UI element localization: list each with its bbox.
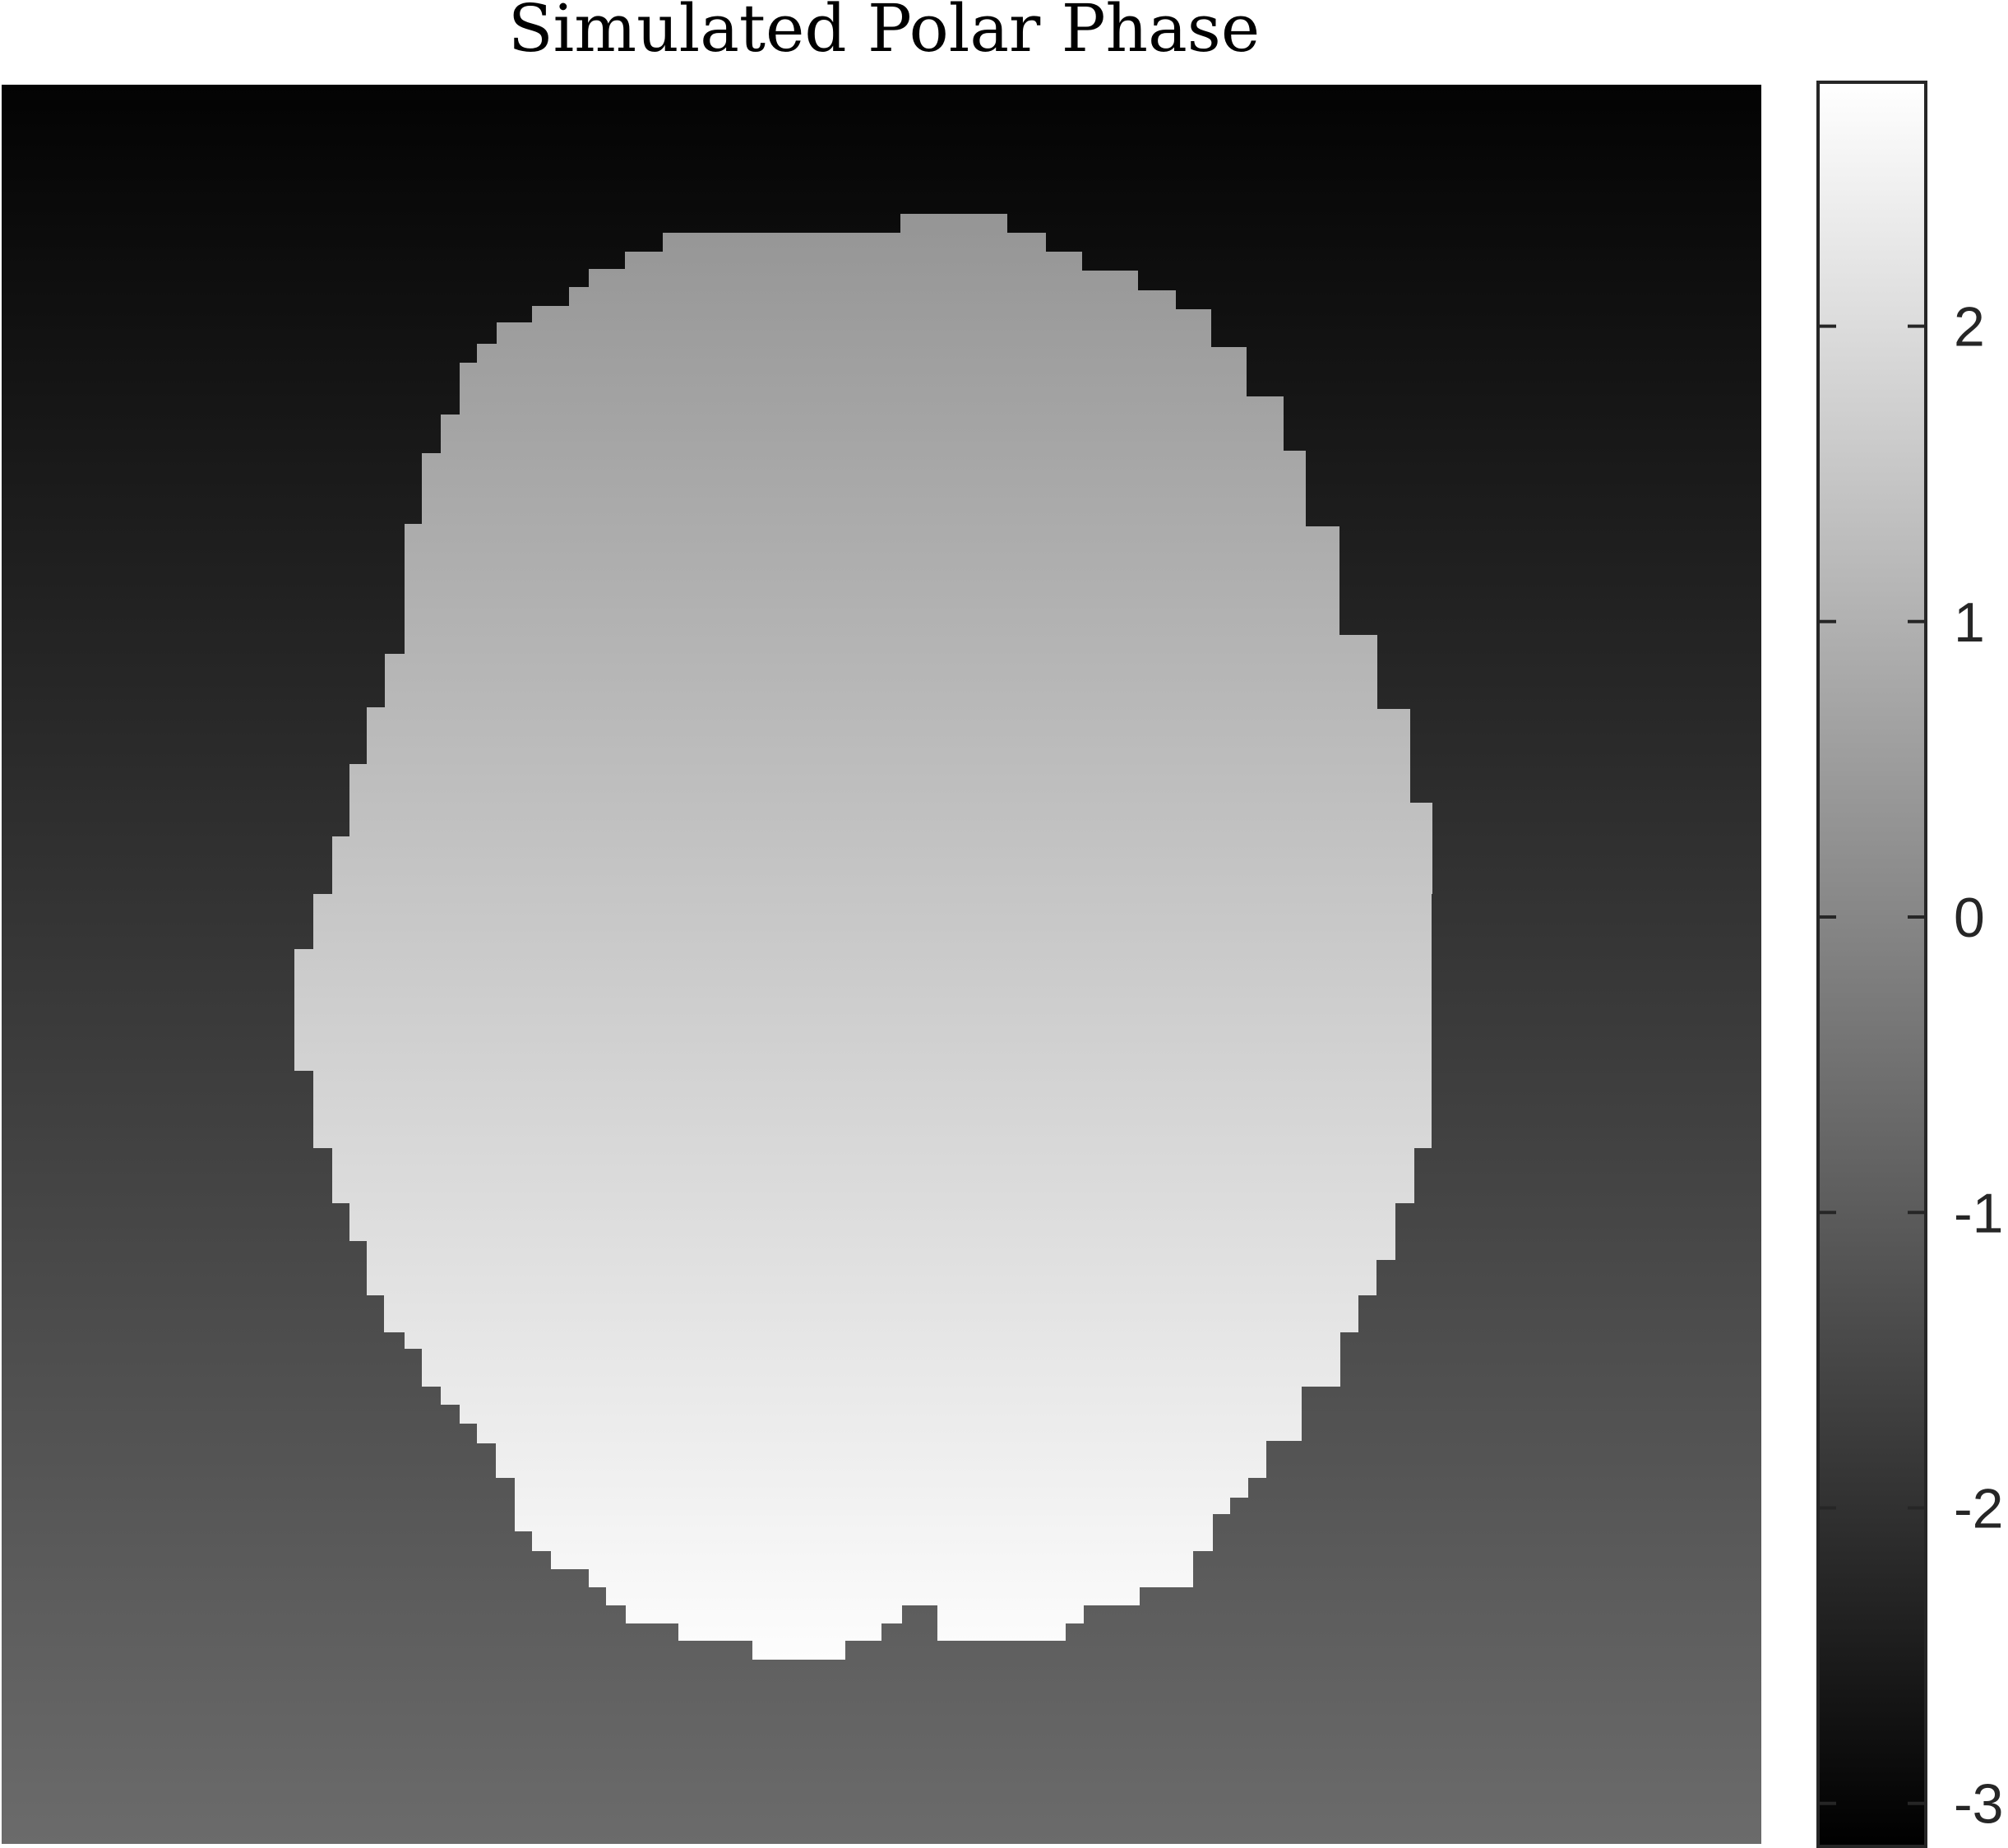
head-region <box>294 214 1432 1660</box>
colorbar: -3 -2 -1 0 1 2 <box>1816 81 2003 1848</box>
colorbar-tick-label: -3 <box>1954 1773 2003 1836</box>
colorbar-gradient <box>1816 81 1927 1848</box>
phase-image <box>2 85 1761 1844</box>
chart-title: Simulated Polar Phase <box>508 0 1260 67</box>
colorbar-tick-label: -2 <box>1954 1477 2003 1540</box>
colorbar-ticks: -3 -2 -1 0 1 2 <box>1818 296 2003 1836</box>
colorbar-tick-label: 1 <box>1954 591 1985 654</box>
colorbar-tick-label: 2 <box>1954 296 1985 359</box>
colorbar-tick-label: -1 <box>1954 1182 2003 1244</box>
colorbar-tick-label: 0 <box>1954 887 1985 949</box>
